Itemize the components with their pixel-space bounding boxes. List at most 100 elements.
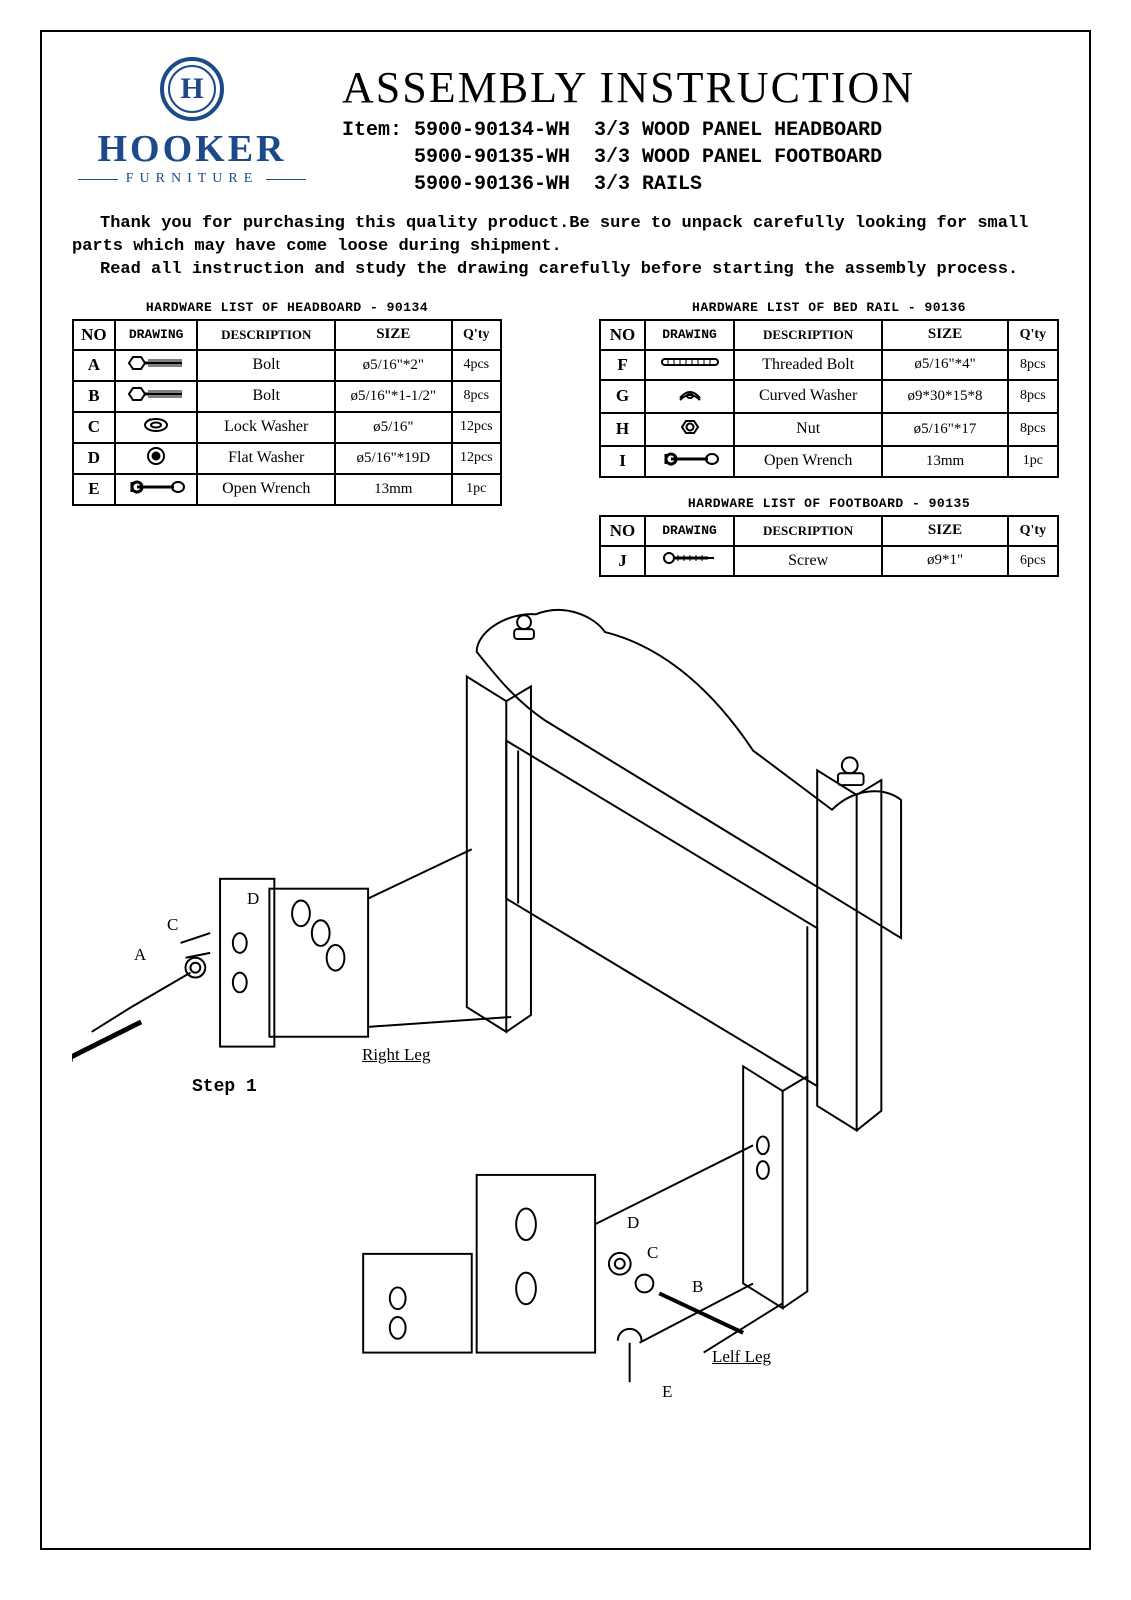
caption-bedrail: HARDWARE LIST OF BED RAIL - 90136 xyxy=(599,300,1059,315)
table-col-left: HARDWARE LIST OF HEADBOARD - 90134 NODRA… xyxy=(72,300,502,506)
th-no: NO xyxy=(73,320,115,350)
table-footboard: NODRAWINGDESCRIPTIONSIZEQ'tyJScrewø9*1"6… xyxy=(599,515,1059,577)
cell-qty: 1pc xyxy=(1008,446,1058,477)
table-row: F Threaded Boltø5/16"*4"8pcs xyxy=(600,350,1058,380)
label-right-leg: Right Leg xyxy=(362,1045,430,1065)
table-row: DFlat Washerø5/16"*19D12pcs xyxy=(73,443,501,474)
cell-no: D xyxy=(73,443,115,474)
page-frame: H HOOKER FURNITURE ASSEMBLY INSTRUCTION … xyxy=(40,30,1091,1550)
page-title: ASSEMBLY INSTRUCTION xyxy=(342,62,1059,113)
cell-size: ø9*1" xyxy=(882,546,1007,576)
cell-qty: 8pcs xyxy=(1008,413,1058,446)
th-qty: Q'ty xyxy=(1008,320,1058,350)
th-no: NO xyxy=(600,320,645,350)
diagram-svg xyxy=(72,587,1059,1447)
cell-no: F xyxy=(600,350,645,380)
th-description: DESCRIPTION xyxy=(197,320,335,350)
item-lines: Item: 5900-90134-WH 3/3 WOOD PANEL HEADB… xyxy=(342,117,1059,198)
rule-icon xyxy=(78,179,118,180)
label-left-leg: Lelf Leg xyxy=(712,1347,771,1367)
rule-icon xyxy=(266,179,306,180)
cell-no: I xyxy=(600,446,645,477)
th-qty: Q'ty xyxy=(1008,516,1058,546)
threaded-icon xyxy=(660,356,720,373)
curved-washer-icon xyxy=(676,391,704,408)
table-col-right: HARDWARE LIST OF BED RAIL - 90136 NODRAW… xyxy=(599,300,1059,577)
cell-size: ø5/16"*17 xyxy=(882,413,1007,446)
cell-qty: 8pcs xyxy=(1008,350,1058,380)
cell-no: B xyxy=(73,381,115,412)
cell-drawing-icon xyxy=(645,446,734,477)
callout-d-1: D xyxy=(247,889,259,909)
th-description: DESCRIPTION xyxy=(734,320,882,350)
th-qty: Q'ty xyxy=(452,320,501,350)
cell-qty: 8pcs xyxy=(452,381,501,412)
th-description: DESCRIPTION xyxy=(734,516,882,546)
cell-qty: 12pcs xyxy=(452,443,501,474)
th-drawing: DRAWING xyxy=(645,320,734,350)
cell-description: Nut xyxy=(734,413,882,446)
cell-drawing-icon xyxy=(115,412,198,443)
assembly-diagram: Step 1 Right Leg Lelf Leg D C A D C B E xyxy=(72,587,1059,1447)
cell-size: 13mm xyxy=(335,474,451,505)
callout-b: B xyxy=(692,1277,703,1297)
cell-qty: 6pcs xyxy=(1008,546,1058,576)
cell-size: ø5/16"*2" xyxy=(335,350,451,381)
cell-description: Bolt xyxy=(197,381,335,412)
cell-qty: 4pcs xyxy=(452,350,501,381)
cell-drawing-icon xyxy=(115,381,198,412)
cell-drawing-icon xyxy=(115,474,198,505)
th-no: NO xyxy=(600,516,645,546)
flat-washer-icon xyxy=(143,452,169,469)
item-line: 5900-90136-WH 3/3 RAILS xyxy=(342,171,1059,198)
table-row: B Boltø5/16"*1-1/2"8pcs xyxy=(73,381,501,412)
nut-icon xyxy=(677,424,703,441)
cell-qty: 8pcs xyxy=(1008,380,1058,413)
hardware-tables: HARDWARE LIST OF HEADBOARD - 90134 NODRA… xyxy=(72,300,1059,577)
brand-logo: H HOOKER FURNITURE xyxy=(72,52,312,187)
callout-c-2: C xyxy=(647,1243,658,1263)
wrench-icon xyxy=(660,455,720,472)
title-block: ASSEMBLY INSTRUCTION Item: 5900-90134-WH… xyxy=(342,52,1059,198)
cell-description: Lock Washer xyxy=(197,412,335,443)
table-row: J Screwø9*1"6pcs xyxy=(600,546,1058,576)
cell-description: Threaded Bolt xyxy=(734,350,882,380)
th-size: SIZE xyxy=(882,516,1007,546)
cell-no: J xyxy=(600,546,645,576)
callout-e: E xyxy=(662,1382,672,1402)
intro-p1: Thank you for purchasing this quality pr… xyxy=(72,213,1059,259)
cell-size: ø9*30*15*8 xyxy=(882,380,1007,413)
cell-description: Screw xyxy=(734,546,882,576)
callout-d-2: D xyxy=(627,1213,639,1233)
cell-drawing-icon xyxy=(645,413,734,446)
cell-no: H xyxy=(600,413,645,446)
lock-washer-icon xyxy=(141,421,171,438)
cell-drawing-icon xyxy=(645,350,734,380)
caption-footboard: HARDWARE LIST OF FOOTBOARD - 90135 xyxy=(599,496,1059,511)
table-row: GCurved Washerø9*30*15*88pcs xyxy=(600,380,1058,413)
cell-description: Open Wrench xyxy=(734,446,882,477)
caption-headboard: HARDWARE LIST OF HEADBOARD - 90134 xyxy=(72,300,502,315)
th-drawing: DRAWING xyxy=(115,320,198,350)
screw-icon xyxy=(662,553,717,570)
cell-no: A xyxy=(73,350,115,381)
table-bedrail: NODRAWINGDESCRIPTIONSIZEQ'tyFThreaded Bo… xyxy=(599,319,1059,478)
cell-description: Open Wrench xyxy=(197,474,335,505)
cell-size: 13mm xyxy=(882,446,1007,477)
table-row: ABoltø5/16"*2"4pcs xyxy=(73,350,501,381)
bolt-hex-icon xyxy=(126,359,186,376)
bolt-hex-icon xyxy=(126,390,186,407)
cell-no: G xyxy=(600,380,645,413)
cell-no: E xyxy=(73,474,115,505)
cell-drawing-icon xyxy=(645,546,734,576)
cell-size: ø5/16"*4" xyxy=(882,350,1007,380)
item-line: 5900-90135-WH 3/3 WOOD PANEL FOOTBOARD xyxy=(342,144,1059,171)
cell-size: ø5/16"*1-1/2" xyxy=(335,381,451,412)
logo-subline: FURNITURE xyxy=(72,171,312,187)
header: H HOOKER FURNITURE ASSEMBLY INSTRUCTION … xyxy=(72,52,1059,198)
item-line: Item: 5900-90134-WH 3/3 WOOD PANEL HEADB… xyxy=(342,117,1059,144)
logo-brand: HOOKER xyxy=(72,127,312,171)
cell-description: Flat Washer xyxy=(197,443,335,474)
intro-text: Thank you for purchasing this quality pr… xyxy=(72,213,1059,282)
cell-qty: 1pc xyxy=(452,474,501,505)
